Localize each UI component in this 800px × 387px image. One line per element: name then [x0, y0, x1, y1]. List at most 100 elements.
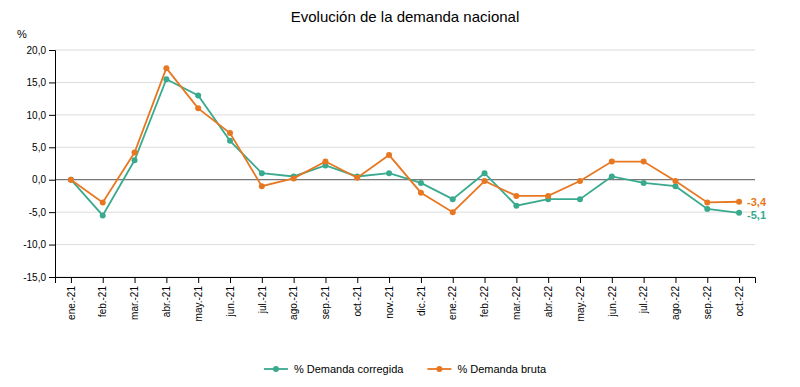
- x-tick: dic.-21: [416, 277, 427, 316]
- x-tick: feb.-21: [97, 277, 108, 317]
- grid-line: [55, 244, 755, 245]
- x-axis-line: [56, 278, 756, 284]
- x-tick-mark: [644, 277, 645, 283]
- annotations: -3,4-5,1: [747, 196, 767, 221]
- x-tick-label: oct.-22: [734, 286, 745, 317]
- x-tick-mark: [166, 277, 167, 283]
- x-tick: oct.-22: [734, 277, 745, 317]
- point: [418, 180, 424, 186]
- series-line: [71, 68, 739, 212]
- point: [354, 175, 360, 181]
- x-tick-mark: [548, 277, 549, 283]
- x-tick-mark: [485, 277, 486, 283]
- y-tick: 20,0: [27, 45, 55, 56]
- series: [68, 76, 742, 218]
- x-tick-mark: [580, 277, 581, 283]
- y-axis-line: [49, 51, 56, 278]
- x-tick-mark: [516, 277, 517, 283]
- x-tick-mark: [612, 277, 613, 283]
- x-tick-mark: [103, 277, 104, 283]
- legend: % Demanda corregida % Demanda bruta: [264, 363, 547, 375]
- point: [163, 65, 169, 71]
- x-tick: abr.-21: [161, 277, 172, 317]
- x-tick-mark: [357, 277, 358, 283]
- x-tick-mark: [453, 277, 454, 283]
- x-tick-mark: [262, 277, 263, 283]
- x-tick-mark: [71, 277, 72, 283]
- x-tick-label: may.-22: [575, 286, 586, 322]
- y-tick-mark: [49, 82, 55, 83]
- x-tick: jul.-22: [638, 277, 649, 314]
- x-axis: ene.-21feb.-21mar.-21abr.-21may.-21jun.-…: [56, 277, 756, 321]
- x-tick: mar.-22: [511, 277, 522, 320]
- x-tick-label: feb.-22: [479, 286, 490, 318]
- legend-item: % Demanda bruta: [427, 363, 547, 375]
- x-tick: jun.-21: [225, 277, 236, 318]
- grid: [55, 50, 755, 277]
- point: [672, 183, 678, 189]
- y-tick-mark: [49, 50, 55, 51]
- point: [132, 149, 138, 155]
- plot: -15,0-10,0-5,00,05,010,015,020,0ene.-21f…: [23, 45, 767, 322]
- x-tick: feb.-22: [479, 277, 490, 317]
- point: [322, 159, 328, 165]
- x-tick-mark: [325, 277, 326, 283]
- annotation: -3,4: [747, 196, 767, 208]
- grid-line: [55, 114, 755, 115]
- x-tick-mark: [675, 277, 676, 283]
- y-tick-label: -10,0: [23, 239, 46, 250]
- point: [609, 159, 615, 165]
- y-tick-label: -15,0: [23, 272, 46, 283]
- grid-line: [55, 212, 755, 213]
- x-tick: ago.-21: [288, 277, 299, 320]
- point: [195, 92, 201, 98]
- x-tick-label: jun.-21: [225, 286, 236, 318]
- x-tick: ago.-22: [670, 277, 681, 320]
- legend-item: % Demanda corregida: [264, 363, 404, 375]
- point: [672, 178, 678, 184]
- x-tick: may.-21: [193, 277, 204, 321]
- x-tick-label: ago.-21: [288, 286, 299, 320]
- x-tick-label: abr.-21: [161, 286, 172, 318]
- y-tick-label: 5,0: [32, 142, 46, 153]
- legend-label: % Demanda bruta: [457, 363, 547, 375]
- y-tick: -5,0: [29, 207, 55, 218]
- legend-label: % Demanda corregida: [294, 363, 404, 375]
- annotation: -5,1: [747, 209, 766, 221]
- point: [641, 159, 647, 165]
- x-tick-label: sep.-21: [320, 286, 331, 320]
- point: [609, 173, 615, 179]
- point: [704, 206, 710, 212]
- x-tick-mark: [294, 277, 295, 283]
- point: [418, 190, 424, 196]
- x-tick: ene.-22: [447, 277, 458, 320]
- x-tick-label: jul.-21: [257, 286, 268, 315]
- point: [163, 76, 169, 82]
- point: [577, 196, 583, 202]
- y-tick: 0,0: [32, 174, 55, 185]
- x-tick-label: mar.-22: [511, 286, 522, 320]
- x-tick-label: jun.-22: [607, 286, 618, 318]
- y-tick-label: 0,0: [32, 174, 46, 185]
- x-tick-label: feb.-21: [97, 286, 108, 318]
- point: [704, 199, 710, 205]
- y-tick: -10,0: [23, 239, 55, 250]
- point: [195, 105, 201, 111]
- y-tick: 5,0: [32, 142, 55, 153]
- point: [545, 193, 551, 199]
- x-tick: may.-22: [575, 277, 586, 321]
- x-tick: jul.-21: [257, 277, 268, 314]
- x-tick-label: may.-21: [193, 286, 204, 322]
- y-tick-label: 20,0: [27, 45, 47, 56]
- series: [68, 65, 742, 215]
- point: [513, 203, 519, 209]
- point: [482, 178, 488, 184]
- y-tick-mark: [49, 245, 55, 246]
- point: [291, 175, 297, 181]
- point: [736, 210, 742, 216]
- series-line: [71, 79, 739, 215]
- x-tick: sep.-21: [320, 277, 331, 319]
- y-tick-mark: [49, 147, 55, 148]
- x-tick-label: dic.-21: [416, 286, 427, 316]
- x-tick-label: nov.-21: [384, 286, 395, 319]
